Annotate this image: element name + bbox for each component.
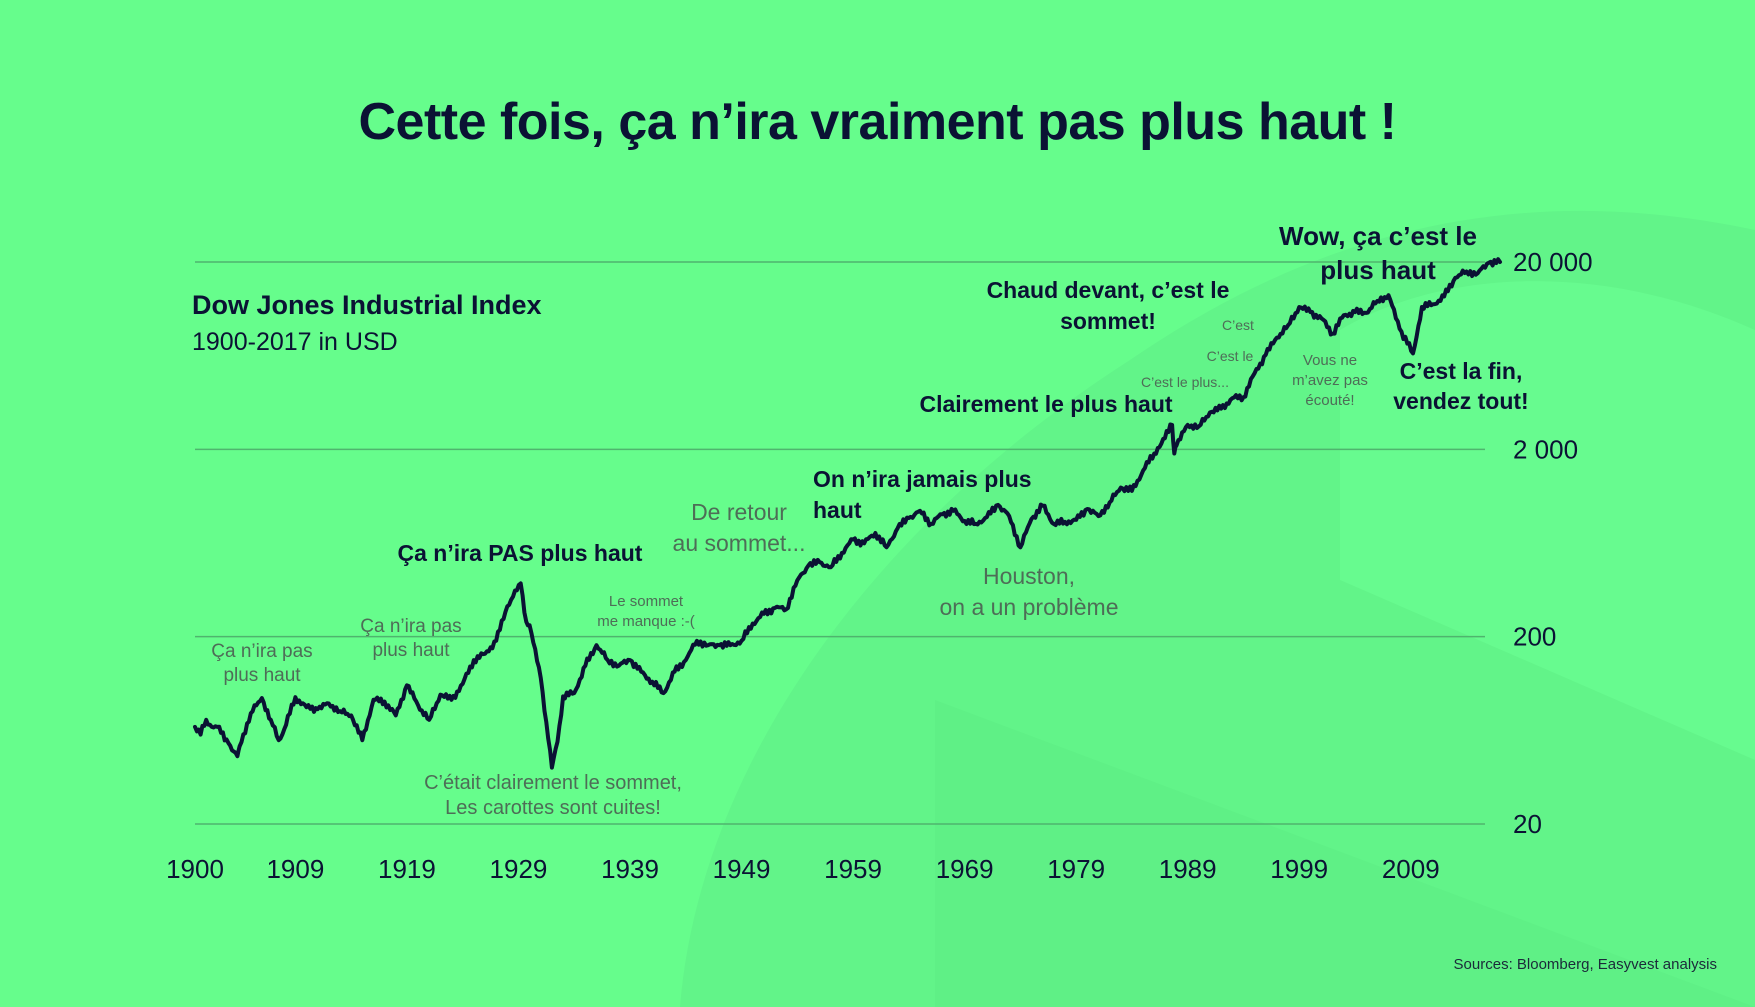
annotation-line: C’est le plus...: [1141, 374, 1229, 390]
annotation-a1900: Ça n’ira pas plus haut: [211, 641, 312, 686]
y-tick-label: 200: [1513, 622, 1556, 652]
annotation-a1998: Chaud devant, c’est le sommet!: [987, 277, 1230, 334]
annotation-a2009: C’est la fin, vendez tout!: [1393, 358, 1528, 414]
annotation-line: Ça n’ira PAS plus haut: [398, 540, 643, 566]
x-tick-label: 1969: [936, 854, 994, 884]
annotation-line: C’était clairement le sommet,: [424, 772, 682, 794]
x-tick-label: 2009: [1382, 854, 1440, 884]
annotation-line: sommet!: [1060, 308, 1156, 334]
dow-jones-series-line: [193, 257, 1502, 770]
x-tick-label: 1939: [601, 854, 659, 884]
annotation-a1990b: C’est le: [1207, 348, 1254, 364]
annotation-a1939: Le sommet me manque :-(: [597, 593, 695, 630]
annotation-a1949: De retour au sommet...: [673, 499, 806, 556]
annotation-line: C’est le: [1207, 348, 1254, 364]
annotation-line: Vous ne: [1303, 352, 1357, 369]
annotation-line: C’est la fin,: [1400, 358, 1523, 384]
x-tick-label: 1979: [1047, 854, 1105, 884]
annotation-line: me manque :-(: [597, 613, 695, 630]
annotation-line: Wow, ça c’est le: [1279, 221, 1477, 251]
annotation-a1959: On n’ira jamais plus haut: [813, 466, 1032, 523]
y-tick-label: 2 000: [1513, 434, 1578, 464]
annotation-a1932: C’était clairement le sommet, Les carotte…: [424, 772, 682, 819]
annotation-line: écouté!: [1305, 392, 1354, 409]
annotations: Ça n’ira pas plus haut Ça n’ira pas plus ha…: [211, 221, 1528, 819]
main-title: Cette fois, ça n’ira vraiment pas plus h…: [358, 93, 1398, 151]
source-note: Sources: Bloomberg, Easyvest analysis: [1453, 956, 1717, 973]
annotation-line: plus haut: [372, 640, 450, 661]
y-axis-labels: 20 200 2 000 20 000: [1513, 247, 1593, 839]
gridlines: [195, 261, 1485, 825]
y-tick-label: 20 000: [1513, 247, 1593, 277]
annotation-line: Chaud devant, c’est le: [987, 277, 1230, 303]
annotation-line: on a un problème: [939, 594, 1118, 620]
annotation-a2017: Wow, ça c’est le plus haut: [1279, 221, 1477, 285]
x-tick-label: 1929: [490, 854, 548, 884]
annotation-line: Ça n’ira pas: [211, 641, 312, 662]
annotation-a1990a: C’est le plus...: [1141, 374, 1229, 390]
annotation-line: au sommet...: [673, 530, 806, 556]
annotation-line: haut: [813, 497, 862, 523]
annotation-a1974: Houston, on a un problème: [939, 563, 1118, 620]
chart-title: Dow Jones Industrial Index: [192, 290, 542, 320]
x-tick-label: 1999: [1270, 854, 1328, 884]
x-axis-labels: 1900 1909 1919 1929 1939 1949 1959 1969 1979 1989…: [166, 854, 1440, 884]
annotation-a1919: Ça n’ira pas plus haut: [360, 616, 461, 661]
x-tick-label: 1959: [824, 854, 882, 884]
annotation-a1987: Clairement le plus haut: [919, 391, 1172, 417]
annotation-line: Ça n’ira pas: [360, 616, 461, 637]
x-tick-label: 1919: [378, 854, 436, 884]
annotation-line: Les carottes sont cuites!: [445, 797, 661, 819]
annotation-line: m’avez pas: [1292, 372, 1368, 389]
x-tick-label: 1989: [1159, 854, 1217, 884]
annotation-a2002: Vous ne m’avez pas écouté!: [1292, 352, 1368, 409]
annotation-line: On n’ira jamais plus: [813, 466, 1032, 492]
y-tick-label: 20: [1513, 809, 1542, 839]
annotation-line: plus haut: [1320, 255, 1436, 285]
annotation-line: plus haut: [223, 665, 301, 686]
x-tick-label: 1949: [713, 854, 771, 884]
annotation-a1929: Ça n’ira PAS plus haut: [398, 540, 643, 566]
annotation-line: Le sommet: [609, 593, 684, 610]
annotation-line: De retour: [691, 499, 787, 525]
annotation-line: C’est: [1222, 317, 1254, 333]
annotation-line: Clairement le plus haut: [919, 391, 1172, 417]
chart-subtitle: 1900-2017 in USD: [192, 328, 398, 356]
annotation-a1990c: C’est: [1222, 317, 1254, 333]
x-tick-label: 1909: [266, 854, 324, 884]
annotation-line: Houston,: [983, 563, 1075, 589]
x-tick-label: 1900: [166, 854, 224, 884]
annotation-line: vendez tout!: [1393, 388, 1528, 414]
